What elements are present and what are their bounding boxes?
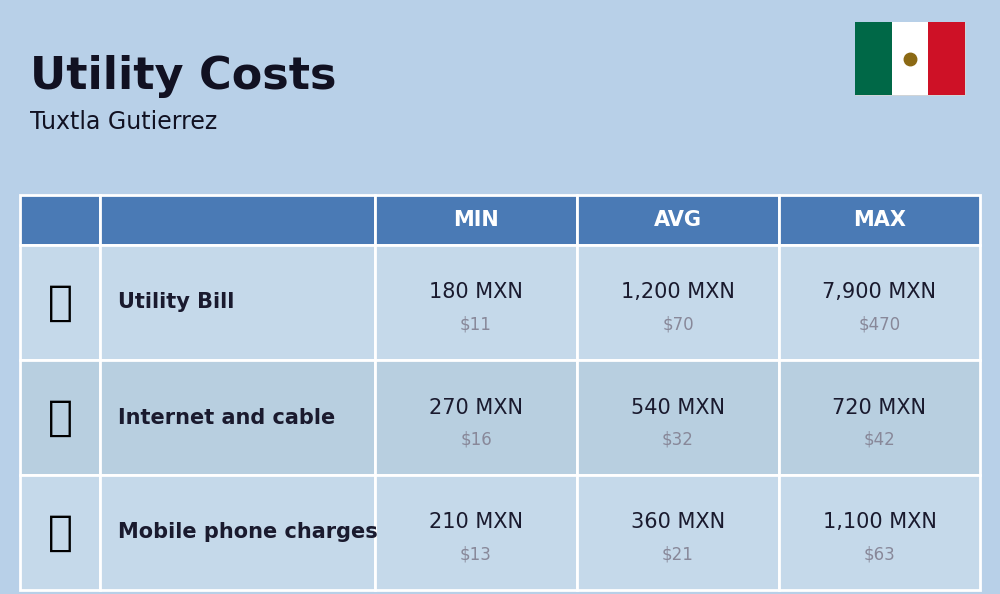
Text: Utility Bill: Utility Bill [118, 292, 234, 312]
Bar [20, 245, 100, 360]
Text: 1,200 MXN: 1,200 MXN [621, 283, 735, 302]
Text: 7,900 MXN: 7,900 MXN [822, 283, 936, 302]
Bar [375, 475, 577, 590]
Text: 210 MXN: 210 MXN [429, 513, 523, 532]
Bar [577, 360, 779, 475]
Bar [855, 22, 965, 95]
Bar [577, 195, 779, 245]
Bar [855, 22, 892, 95]
Bar [100, 360, 375, 475]
Text: 270 MXN: 270 MXN [429, 397, 523, 418]
Text: Mobile phone charges: Mobile phone charges [118, 523, 378, 542]
Bar [577, 245, 779, 360]
Text: 540 MXN: 540 MXN [631, 397, 725, 418]
Bar [779, 245, 980, 360]
Text: AVG: AVG [654, 210, 702, 230]
Text: 1,100 MXN: 1,100 MXN [823, 513, 936, 532]
Text: MAX: MAX [853, 210, 906, 230]
Text: Tuxtla Gutierrez: Tuxtla Gutierrez [30, 110, 217, 134]
Bar [20, 360, 100, 475]
Text: MIN: MIN [453, 210, 499, 230]
Text: $11: $11 [460, 315, 492, 333]
Text: $42: $42 [864, 431, 895, 448]
Text: 🔌: 🔌 [48, 282, 72, 324]
Text: 📱: 📱 [48, 511, 72, 554]
Text: 360 MXN: 360 MXN [631, 513, 725, 532]
Text: Internet and cable: Internet and cable [118, 407, 335, 428]
Text: $16: $16 [460, 431, 492, 448]
Text: $32: $32 [662, 431, 694, 448]
Bar [100, 195, 375, 245]
Text: Utility Costs: Utility Costs [30, 55, 336, 98]
Text: $70: $70 [662, 315, 694, 333]
Bar [20, 195, 100, 245]
FancyBboxPatch shape [25, 250, 95, 355]
Text: 📡: 📡 [48, 397, 72, 438]
Text: 180 MXN: 180 MXN [429, 283, 523, 302]
Text: $63: $63 [864, 545, 895, 564]
Bar [375, 195, 577, 245]
Text: $13: $13 [460, 545, 492, 564]
Text: $470: $470 [858, 315, 901, 333]
Bar [20, 475, 100, 590]
Text: 720 MXN: 720 MXN [832, 397, 926, 418]
Bar [892, 22, 928, 95]
Bar [779, 475, 980, 590]
Bar [577, 475, 779, 590]
FancyBboxPatch shape [25, 365, 95, 470]
Text: $21: $21 [662, 545, 694, 564]
Bar [375, 360, 577, 475]
Bar [779, 195, 980, 245]
Bar [928, 22, 965, 95]
Bar [100, 475, 375, 590]
Bar [779, 360, 980, 475]
FancyBboxPatch shape [25, 480, 95, 585]
Bar [375, 245, 577, 360]
Bar [100, 245, 375, 360]
